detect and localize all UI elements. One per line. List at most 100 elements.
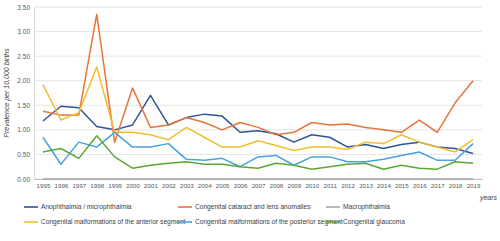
x-tick-label: 1999: [108, 182, 122, 189]
legend-label: Congenital glaucoma: [343, 218, 405, 226]
x-tick: 1995: [37, 179, 51, 189]
legend-label: Congenital cataract and lens anomalies: [195, 203, 311, 211]
x-tick-label: 2016: [413, 182, 427, 189]
x-tick-label: 2008: [270, 182, 284, 189]
x-tick: 2012: [341, 179, 355, 189]
x-tick: 2017: [431, 179, 445, 189]
legend-item: Congenital glaucoma: [326, 218, 405, 226]
legend-swatch: [326, 221, 340, 223]
y-axis-title: Prevalence per 10,000 births: [3, 48, 11, 138]
grid-line: [34, 154, 482, 155]
x-tick-label: 1995: [37, 182, 51, 189]
x-tick: 2007: [252, 179, 266, 189]
x-tick-label: 2010: [305, 182, 319, 189]
y-tick: 0.00: [17, 176, 34, 183]
x-tick-label: 2014: [377, 182, 391, 189]
lines: [43, 14, 473, 179]
y-tick-label: 1.50: [17, 102, 30, 109]
x-tick: 2011: [324, 179, 338, 189]
x-tick: 2016: [413, 179, 427, 189]
x-tick: 2019: [467, 179, 481, 189]
y-tick: 3.00: [17, 28, 34, 35]
x-tick-label: 1996: [54, 182, 68, 189]
grid-line: [34, 31, 482, 32]
x-tick: 2001: [144, 179, 158, 189]
x-tick-label: 2007: [252, 182, 266, 189]
y-tick: 1.50: [17, 102, 34, 109]
plot: 0.00 0.50 1.00 1.50 2.00 2.50 3.00 3.50 19951996…: [17, 4, 482, 190]
y-axis-line: [34, 8, 35, 180]
x-tick-label: 2019: [467, 182, 481, 189]
y-tick: 2.00: [17, 77, 34, 84]
x-tick-label: 2001: [144, 182, 158, 189]
legend-swatch: [178, 221, 192, 223]
y-tick: 2.50: [17, 53, 34, 60]
legend-swatch: [326, 206, 340, 208]
x-tick: 2006: [234, 179, 248, 189]
x-tick: 1996: [54, 179, 68, 189]
x-tick-label: 2018: [449, 182, 463, 189]
x-axis: 19951996 1997 1998 1999 2000 2001 2002 2003 2004…: [35, 179, 483, 189]
legend-label: Anophthalmia / microphthalmia: [41, 203, 132, 211]
x-tick-label: 1998: [90, 182, 104, 189]
x-axis-title: years: [479, 194, 498, 202]
x-tick: 2004: [198, 179, 212, 189]
x-tick-label: 2004: [198, 182, 212, 189]
legend-item: Congenital malformations of the anterior…: [24, 218, 186, 226]
x-tick: 2018: [449, 179, 463, 189]
chart: 0.00 0.50 1.00 1.50 2.00 2.50 3.00 3.50 19951996…: [0, 0, 500, 241]
x-tick-label: 2003: [180, 182, 194, 189]
legend-swatch: [24, 221, 38, 223]
x-tick-label: 2002: [162, 182, 176, 189]
grid-line: [34, 7, 482, 8]
x-tick-label: 2017: [431, 182, 445, 189]
legend-label: Congenital malformations of the posterio…: [195, 218, 343, 226]
grid: [34, 7, 482, 179]
y-tick: 1.00: [17, 126, 34, 133]
x-tick-label: 2011: [324, 182, 338, 189]
y-tick: 3.50: [17, 4, 34, 11]
x-axis-line: [35, 179, 483, 180]
x-tick: 2010: [305, 179, 319, 189]
series-line: [43, 14, 473, 142]
y-axis: 0.00 0.50 1.00 1.50 2.00 2.50 3.00 3.50: [17, 4, 34, 183]
y-tick-label: 1.00: [17, 126, 30, 133]
legend: Anophthalmia / microphthalmia Congenital …: [24, 203, 405, 226]
series-line: [43, 67, 473, 152]
y-tick-label: 2.50: [17, 53, 30, 60]
x-tick: 1998: [90, 179, 104, 189]
y-tick-label: 3.00: [17, 28, 30, 35]
x-tick: 2008: [270, 179, 284, 189]
x-tick-label: 2013: [359, 182, 373, 189]
legend-label: Congenital malformations of the anterior…: [41, 218, 186, 226]
series-line: [43, 136, 473, 169]
x-tick-label: 2015: [395, 182, 409, 189]
x-tick: 2014: [377, 179, 391, 189]
x-tick: 2013: [359, 179, 373, 189]
y-tick-label: 3.50: [17, 4, 30, 11]
x-tick: 2002: [162, 179, 176, 189]
legend-label: Macrophthalmia: [343, 203, 390, 211]
legend-swatch: [24, 206, 38, 208]
legend-item: Congenital cataract and lens anomalies: [178, 203, 311, 211]
y-tick-label: 0.00: [17, 176, 30, 183]
grid-line: [34, 179, 482, 180]
x-tick: 1999: [108, 179, 122, 189]
x-tick: 2005: [216, 179, 230, 189]
legend-swatch: [178, 206, 192, 208]
x-tick-label: 2000: [126, 182, 140, 189]
x-tick: 2000: [126, 179, 140, 189]
x-tick-label: 2006: [234, 182, 248, 189]
grid-line: [34, 56, 482, 57]
x-tick: 1997: [72, 179, 86, 189]
x-tick-label: 2012: [341, 182, 355, 189]
x-tick: 2009: [287, 179, 301, 189]
series-line: [43, 178, 473, 180]
legend-item: Macrophthalmia: [326, 203, 390, 211]
grid-line: [34, 105, 482, 106]
y-tick: 0.50: [17, 151, 34, 158]
x-tick: 2003: [180, 179, 194, 189]
y-tick-label: 2.00: [17, 77, 30, 84]
legend-item: Congenital malformations of the posterio…: [178, 218, 343, 226]
x-tick: 2015: [395, 179, 409, 189]
